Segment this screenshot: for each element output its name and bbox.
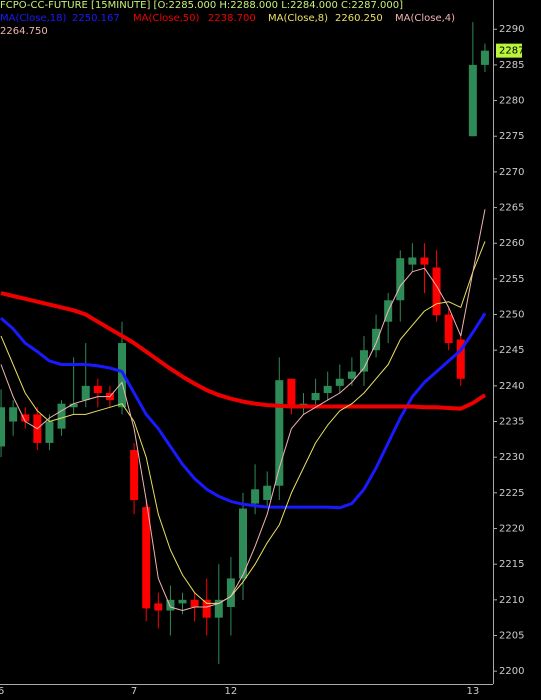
y-tick-label: 2240 bbox=[499, 381, 524, 392]
candle-body bbox=[444, 314, 453, 344]
legend-label: MA(Close,8) bbox=[268, 13, 328, 24]
y-tick-label: 2290 bbox=[499, 24, 524, 35]
y-tick-label: 2270 bbox=[499, 167, 524, 178]
legend-label: MA(Close,4) bbox=[395, 13, 455, 24]
candle-body bbox=[142, 507, 151, 609]
ma-line bbox=[0, 241, 486, 604]
candle-body bbox=[311, 392, 320, 401]
candle-body bbox=[408, 257, 417, 265]
candle-body bbox=[372, 328, 381, 351]
price-marker-label: 2287 bbox=[499, 46, 524, 57]
price-marker bbox=[496, 43, 522, 58]
candle-body bbox=[420, 257, 429, 265]
candle-body bbox=[275, 380, 284, 486]
candle-body bbox=[190, 599, 199, 607]
candle-body bbox=[69, 403, 78, 408]
candle-body bbox=[287, 378, 296, 408]
y-tick-label: 2235 bbox=[499, 417, 524, 428]
x-tick-label: 13 bbox=[466, 686, 479, 697]
x-tick-label: 7 bbox=[131, 686, 137, 697]
candle-body bbox=[480, 50, 489, 65]
candle-body bbox=[130, 450, 139, 500]
y-tick-label: 2225 bbox=[499, 488, 524, 499]
overlay: 2287 FCPO-CC-FUTURE [15MINUTE] [O:2285.00… bbox=[0, 0, 524, 58]
candle-body bbox=[9, 407, 18, 422]
ma-line bbox=[0, 291, 487, 411]
candle-body bbox=[251, 489, 260, 504]
candle-body bbox=[456, 339, 465, 379]
candle-body bbox=[214, 599, 223, 618]
candle-body bbox=[202, 599, 211, 618]
legend-value: 2250.167 bbox=[72, 13, 120, 24]
y-tick-label: 2280 bbox=[499, 96, 524, 107]
candle-body bbox=[359, 350, 368, 372]
candle-body bbox=[93, 385, 102, 393]
candle-body bbox=[81, 385, 90, 401]
legend-label: MA(Close,50) bbox=[133, 13, 200, 24]
candle-body bbox=[226, 578, 235, 607]
y-tick-label: 2285 bbox=[499, 60, 524, 71]
y-tick-label: 2245 bbox=[499, 345, 524, 356]
y-tick-label: 2260 bbox=[499, 238, 524, 249]
y-tick-label: 2275 bbox=[499, 131, 524, 142]
candle-body bbox=[323, 385, 332, 393]
x-tick-label: 6 bbox=[0, 686, 4, 697]
candle-body bbox=[347, 371, 356, 379]
y-tick-label: 2200 bbox=[499, 666, 524, 677]
x-tick-label: 12 bbox=[225, 686, 238, 697]
y-tick-label: 2210 bbox=[499, 595, 524, 606]
candle-body bbox=[239, 508, 247, 579]
legend-value: 2260.250 bbox=[335, 13, 383, 24]
candle-body bbox=[178, 599, 187, 604]
y-tick-label: 2250 bbox=[499, 310, 524, 321]
ma-line bbox=[0, 312, 487, 510]
candle-body bbox=[57, 403, 66, 429]
candle-body bbox=[263, 485, 272, 500]
candle-body bbox=[396, 258, 405, 301]
y-tick-label: 2205 bbox=[499, 630, 524, 641]
candle-body bbox=[166, 599, 175, 611]
candle-body bbox=[45, 421, 54, 443]
ma-line bbox=[0, 209, 486, 611]
y-tick-label: 2215 bbox=[499, 559, 524, 570]
candle-body bbox=[21, 414, 30, 422]
y-tick-label: 2230 bbox=[499, 452, 524, 463]
candle-body bbox=[0, 407, 6, 447]
y-tick-label: 2220 bbox=[499, 524, 524, 535]
y-tick-label: 2265 bbox=[499, 203, 524, 214]
legend-value: 2264.750 bbox=[0, 26, 48, 37]
chart-title: FCPO-CC-FUTURE [15MINUTE] [O:2285.000 H:… bbox=[0, 0, 403, 11]
candle-body bbox=[468, 64, 477, 137]
legend-value: 2238.700 bbox=[208, 13, 256, 24]
plot: 2200 2205 2210 2215 2220 2225 2230 2235 2240 2245… bbox=[0, 22, 524, 697]
candle-body bbox=[118, 343, 127, 408]
y-tick-label: 2255 bbox=[499, 274, 524, 285]
candle-body bbox=[432, 267, 441, 316]
legend-label: MA(Close,18) bbox=[0, 13, 67, 24]
candle-body bbox=[335, 378, 344, 386]
candle-body bbox=[154, 603, 163, 611]
